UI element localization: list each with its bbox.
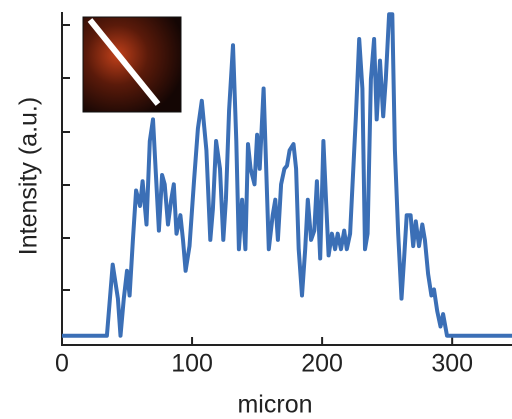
x-tick-label: 300 xyxy=(431,350,473,378)
data-line xyxy=(62,12,512,338)
y-ticks xyxy=(62,24,70,291)
inset-image xyxy=(82,16,182,113)
y-axis-label: Intensity (a.u.) xyxy=(15,97,43,255)
x-tick-label: 0 xyxy=(55,350,69,378)
x-tick-label: 200 xyxy=(301,350,343,378)
x-tick-label: 100 xyxy=(171,350,213,378)
x-axis-label: micron xyxy=(237,391,312,419)
